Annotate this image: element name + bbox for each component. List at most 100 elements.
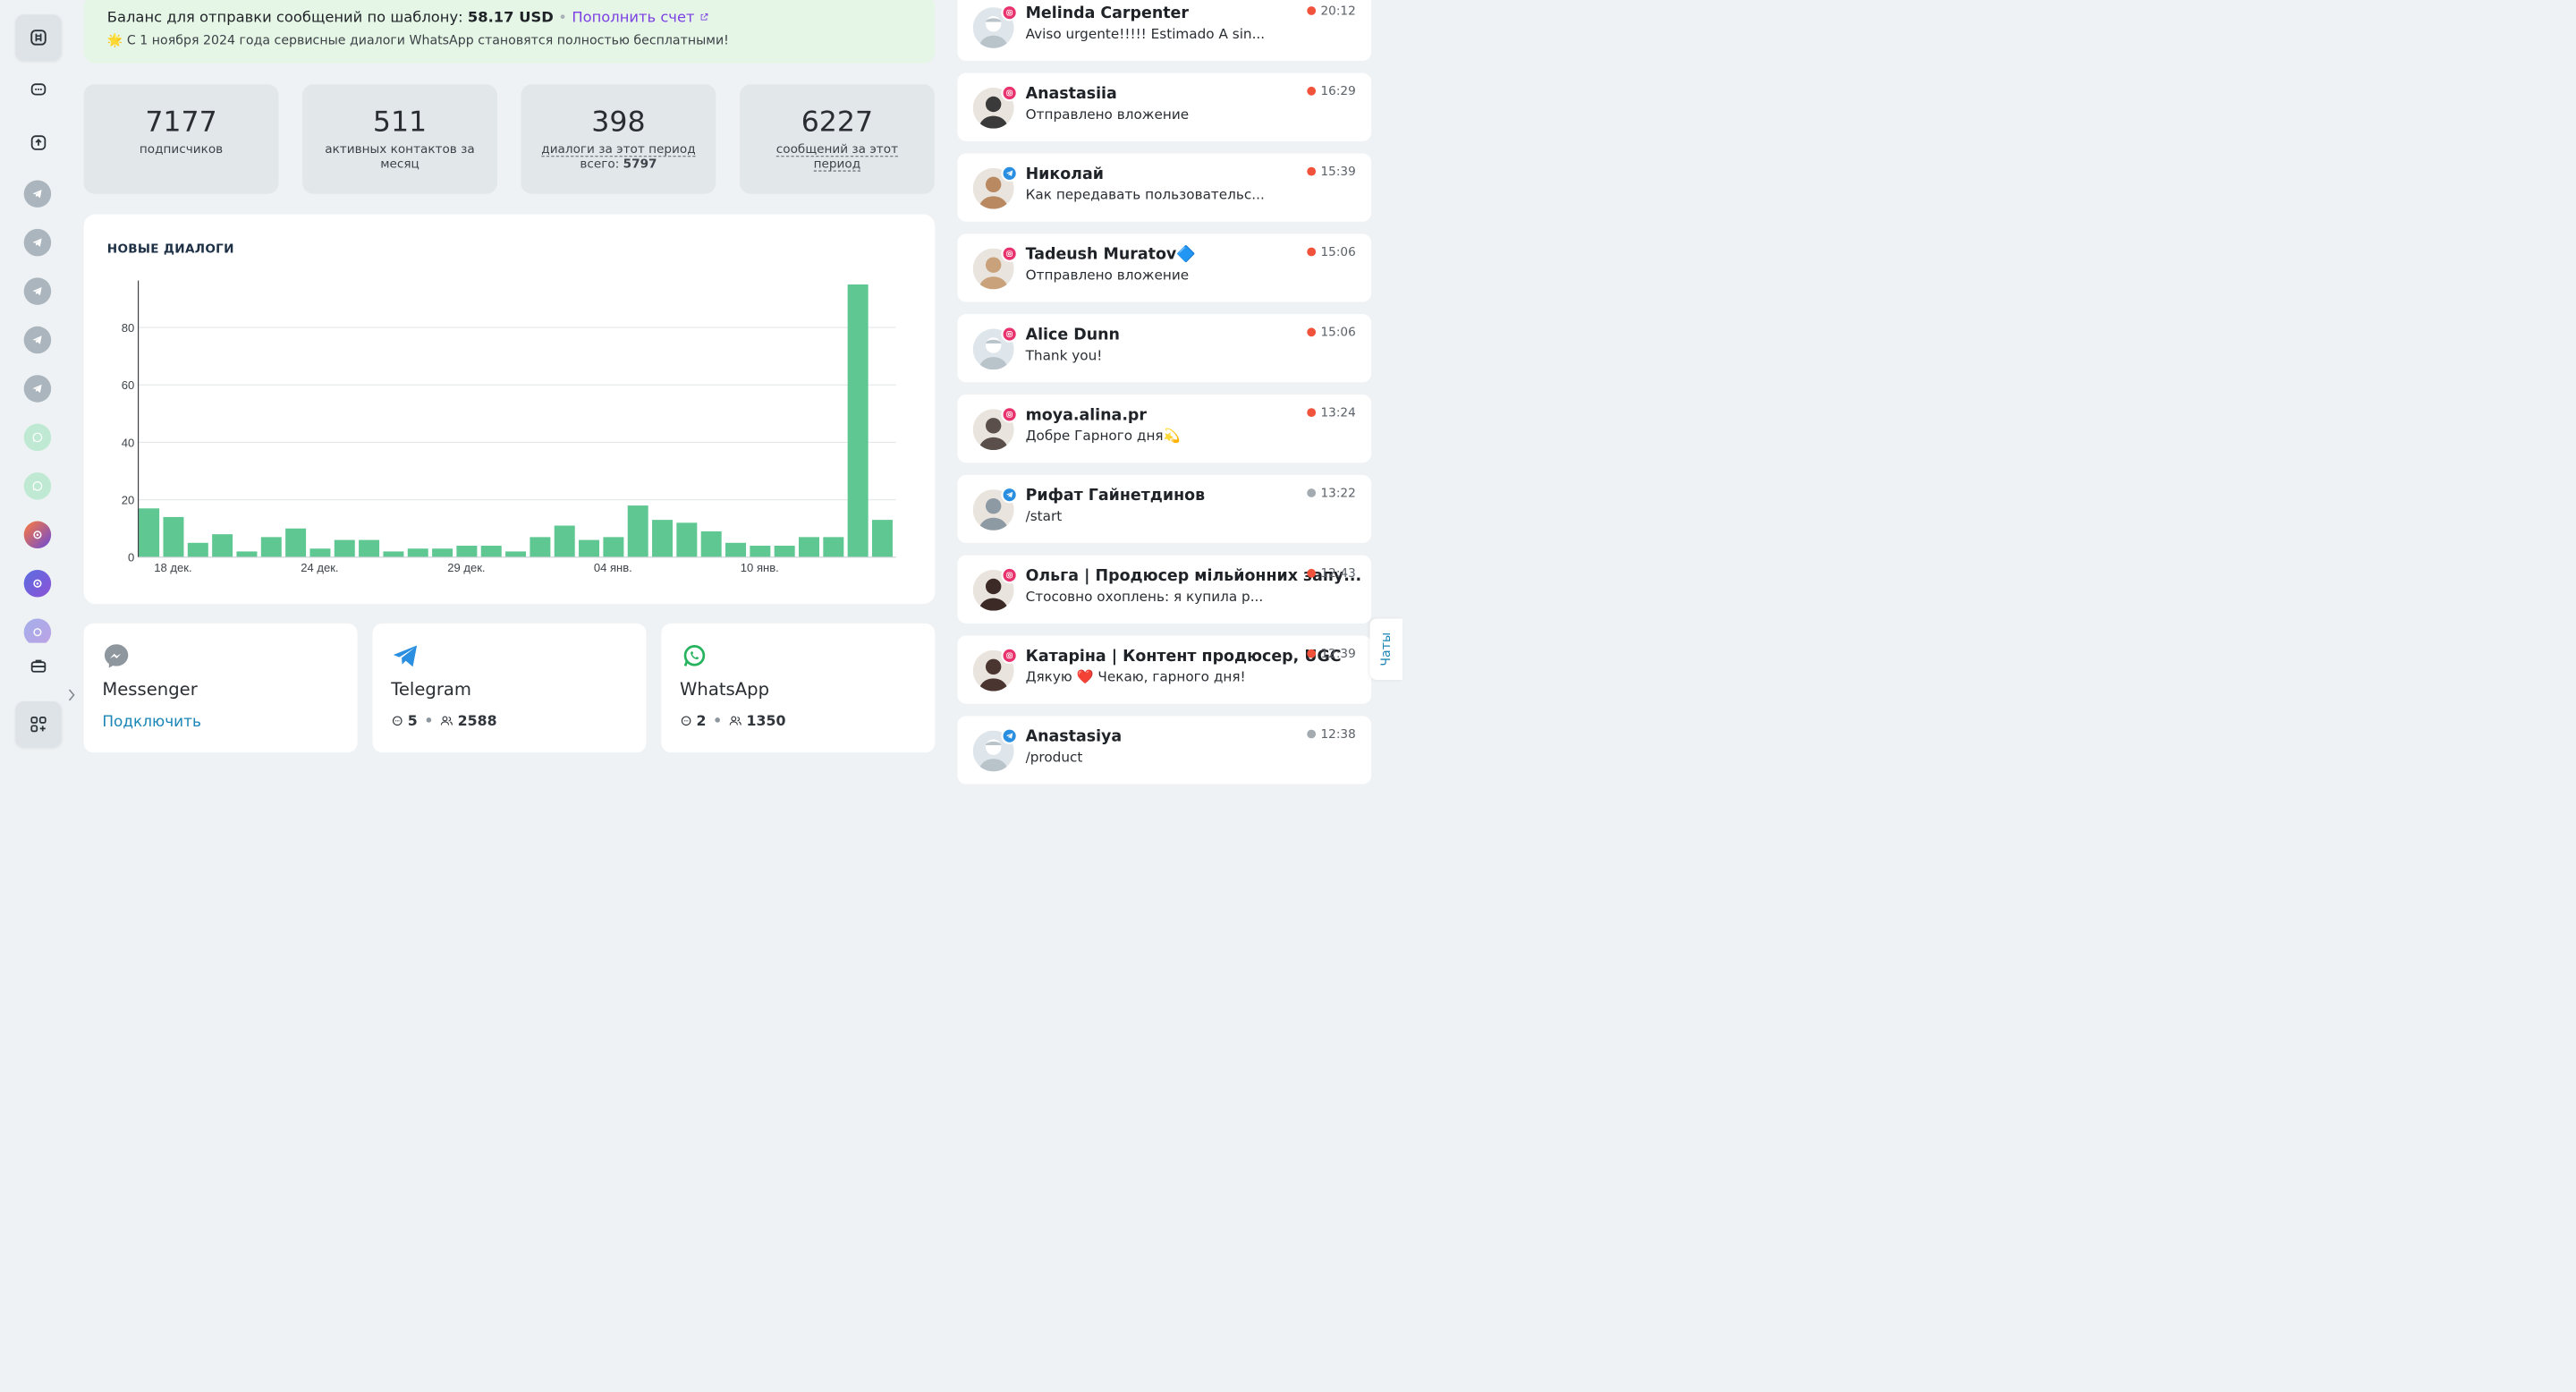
messenger-icon (102, 642, 131, 671)
instagram-badge-icon (1001, 647, 1018, 665)
external-link-icon[interactable] (699, 13, 709, 22)
chat-time: 13:22 (1307, 486, 1356, 500)
sidebar-telegram-bot-1[interactable] (23, 180, 52, 208)
chat-item[interactable]: Anastasiia Отправлено вложение 16:29 (957, 72, 1372, 141)
bar (505, 551, 527, 557)
stat-dialogs[interactable]: 398 диалоги за этот период всего: 5797 (521, 84, 716, 194)
bar (700, 530, 722, 557)
bar (554, 525, 575, 557)
dialogs-icon (392, 716, 402, 726)
sidebar-telegram-bot-3[interactable] (23, 277, 52, 305)
chat-item[interactable]: Anastasiya/product 12:38 (957, 716, 1372, 785)
topup-link[interactable]: Пополнить счет (572, 8, 695, 26)
unread-dot (1307, 166, 1317, 176)
bar (823, 537, 844, 557)
stat-value: 6227 (801, 105, 874, 139)
bar (236, 551, 258, 557)
balance-value: 58.17 USD (467, 8, 554, 26)
sidebar-broadcast-button[interactable] (15, 120, 61, 166)
sidebar-telegram-bot-4[interactable] (23, 326, 52, 354)
telegram-icon (32, 335, 42, 344)
stat-value: 511 (372, 105, 428, 139)
chat-item[interactable]: Николай Как передавать пользовательс... 15… (957, 153, 1372, 222)
chat-item[interactable]: Рифат Гайнетдинов/start 13:22 (957, 474, 1372, 544)
telegram-icon (391, 642, 419, 671)
sidebar-home-button[interactable] (15, 14, 62, 61)
chat-time: 12:43 (1307, 565, 1356, 581)
chat-time: 15:06 (1307, 325, 1356, 339)
dialogs-count: 2 (696, 712, 707, 730)
stat-total-label: всего: (580, 156, 620, 171)
chat-last-message: Thank you! (1025, 347, 1103, 364)
bar (579, 539, 600, 557)
contacts-count: 2588 (457, 712, 497, 730)
chat-last-message: Как передавать пользовательс... (1025, 186, 1265, 203)
chat-last-message: Aviso urgente!!!!! Estimado A sin... (1025, 25, 1266, 42)
channel-name: Telegram (391, 679, 471, 700)
chat-last-message: /start (1025, 507, 1063, 524)
chat-contact-name: moya.alina.pr (1025, 404, 1147, 424)
chat-time-text: 12:39 (1320, 646, 1356, 661)
balance-line: Баланс для отправки сообщений по шаблону… (107, 9, 709, 26)
sidebar (0, 0, 77, 758)
sidebar-telegram-bot-5[interactable] (23, 375, 52, 403)
bar (627, 505, 648, 557)
channel-card-messenger[interactable]: Messenger Подключить (83, 623, 358, 753)
bar (359, 539, 380, 557)
whatsapp-icon (32, 481, 43, 491)
sidebar-tools-button[interactable] (15, 642, 62, 689)
unread-dot (1307, 649, 1317, 658)
chat-time-text: 20:12 (1320, 3, 1356, 18)
chat-item[interactable]: Ольга | Продюсер мільйонних запу... Стосо… (957, 555, 1372, 624)
bar (750, 546, 771, 557)
stat-active-contacts: 511 активных контактов за месяц (302, 84, 497, 194)
chat-time-text: 16:29 (1320, 83, 1356, 98)
instagram-badge-icon (1001, 4, 1018, 21)
sidebar-bot-1[interactable] (23, 521, 52, 549)
unread-dot (1307, 327, 1317, 336)
bar (603, 537, 624, 557)
stat-label: диалоги за этот период всего: 5797 (540, 141, 696, 171)
bar (285, 528, 307, 557)
new-dialogs-chart: 0 20 40 60 80 18 дек. 24 дек. 29 дек. 04 янв. 10 … (122, 280, 896, 574)
chat-item[interactable]: moya.alina.pr Добре Гарного дня💫 13:24 (957, 394, 1372, 463)
chat-last-message: Стосовно охоплень: я купила р... (1025, 588, 1264, 605)
telegram-icon (32, 384, 42, 394)
chats-side-tab[interactable]: Чаты (1369, 618, 1402, 681)
chat-item[interactable]: Alice Dunn Thank you! 15:06 (957, 314, 1372, 383)
stat-messages[interactable]: 6227 сообщений за этот период (740, 84, 935, 194)
users-icon (440, 716, 453, 726)
balance-label: Баланс для отправки сообщений по шаблону… (106, 8, 463, 26)
instagram-badge-icon (1001, 84, 1018, 102)
y-tick-label: 80 (122, 321, 135, 335)
chat-item[interactable]: Tadeush Muratov🔷 Отправлено вложение 15:06 (957, 233, 1372, 302)
channel-card-whatsapp[interactable]: WhatsApp 2 • 1350 (661, 623, 936, 753)
sidebar-whatsapp-2[interactable] (23, 472, 52, 500)
chat-item[interactable]: Катаріна | Контент продюсер, UGC Дякую ❤️… (957, 635, 1372, 704)
chat-contact-name: Alice Dunn (1025, 325, 1120, 344)
stat-value: 7177 (145, 105, 217, 139)
bar (530, 537, 551, 557)
y-tick-label: 0 (128, 551, 134, 564)
sidebar-add-app-button[interactable] (15, 700, 62, 748)
sidebar-telegram-bot-2[interactable] (23, 228, 52, 257)
channel-card-telegram[interactable]: Telegram 5 • 2588 (372, 623, 647, 753)
sidebar-chats-button[interactable] (15, 67, 61, 113)
bar (334, 539, 355, 557)
bot-icon (33, 530, 42, 539)
sidebar-expand-chevron[interactable] (66, 687, 77, 704)
channel-cards: Messenger Подключить Telegram 5 • 2588 W… (83, 623, 936, 755)
sidebar-bot-2[interactable] (23, 569, 52, 598)
chat-time-text: 12:43 (1320, 565, 1356, 581)
chat-item[interactable]: Melinda Carpenter Aviso urgente!!!!! Esti… (957, 0, 1372, 62)
upload-icon (30, 135, 47, 150)
chat-last-message: Отправлено вложение (1025, 267, 1190, 284)
balance-banner: Баланс для отправки сообщений по шаблону… (83, 0, 936, 64)
x-tick-label: 04 янв. (594, 561, 632, 574)
new-dialogs-chart-card: НОВЫЕ ДИАЛОГИ 0 20 40 60 80 18 дек. 24 дек. 29 … (83, 214, 936, 605)
sidebar-whatsapp-1[interactable] (23, 423, 52, 452)
bar (432, 548, 453, 557)
sidebar-bot-3[interactable] (23, 618, 52, 646)
connect-link[interactable]: Подключить (102, 712, 201, 731)
bar (676, 522, 698, 557)
